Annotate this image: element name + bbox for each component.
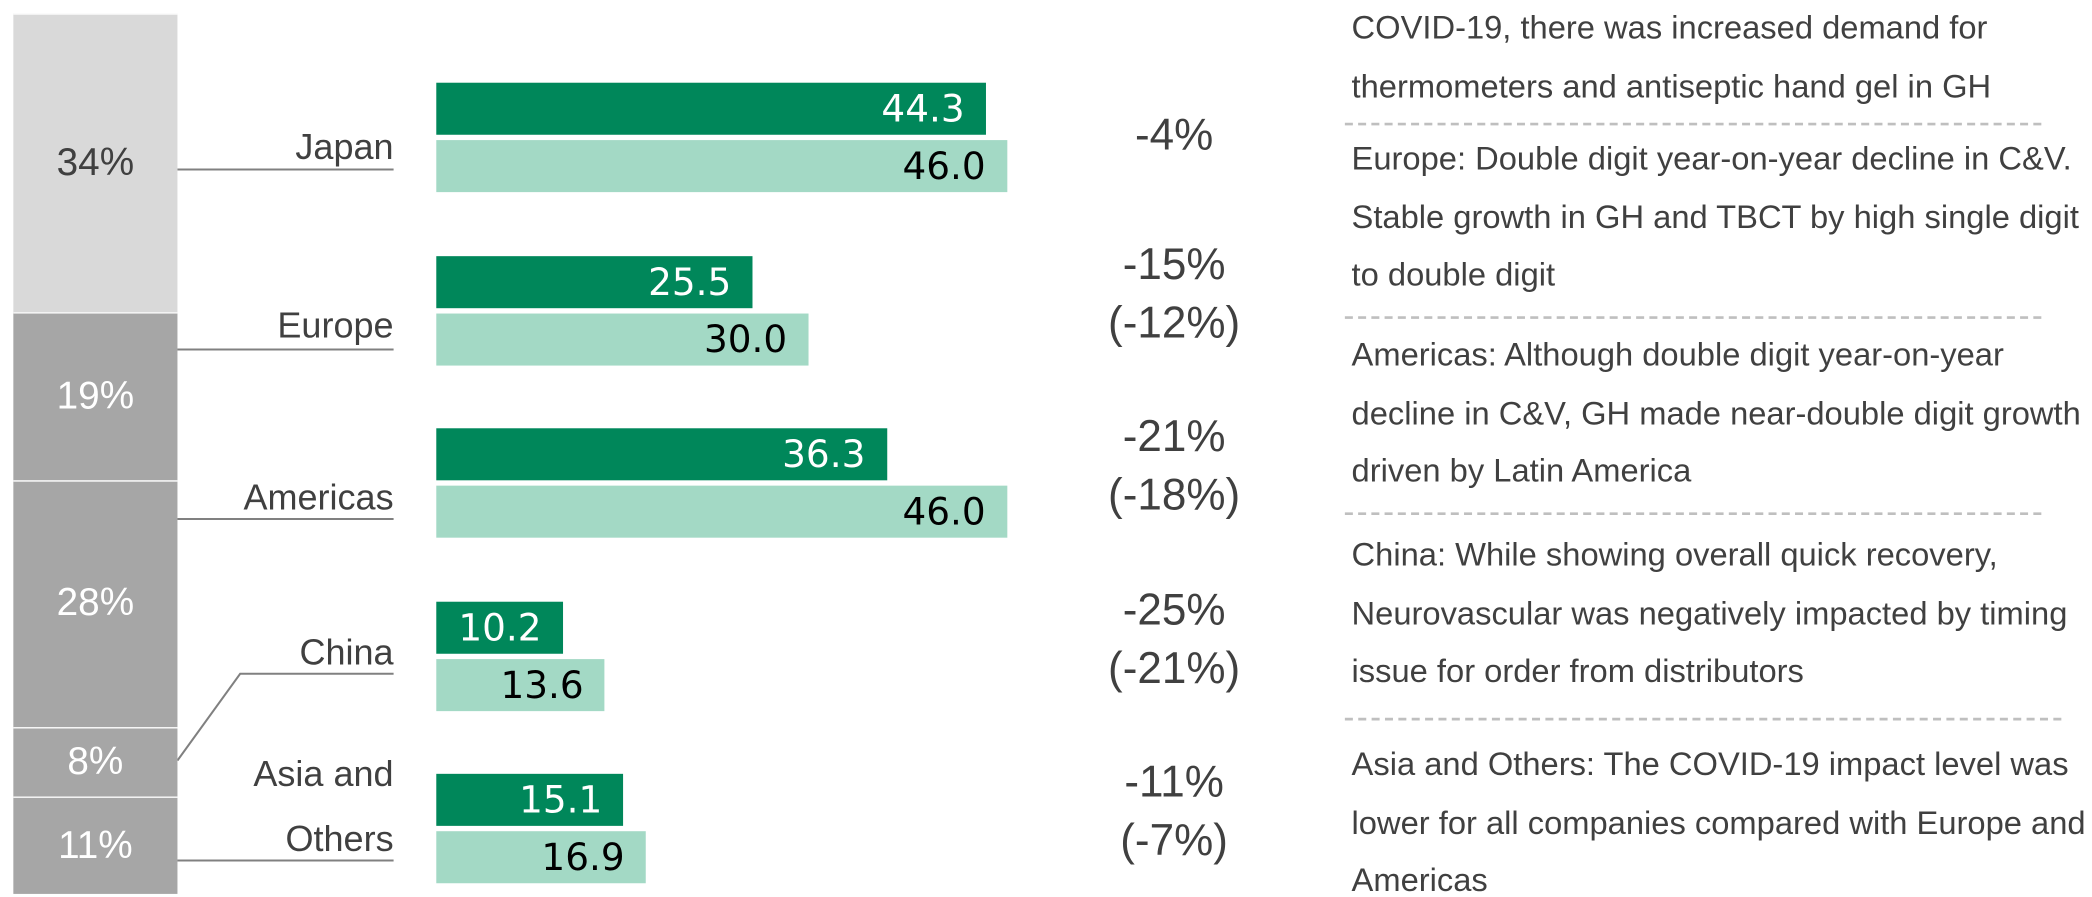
bar: 16.9 (436, 831, 646, 884)
change-label: -25% (1122, 584, 1226, 634)
bar-label: 16.9 (541, 835, 625, 880)
change-label: (-12%) (1108, 297, 1241, 347)
category-label: Japan (295, 126, 394, 167)
change-label: -11% (1124, 756, 1224, 806)
connector (176, 672, 394, 762)
change-label: (-7%) (1120, 815, 1228, 865)
note: Asia and Others: The COVID-19 impact lev… (1351, 747, 2086, 897)
bar-label: 25.5 (648, 260, 732, 305)
bar-label: 46.0 (902, 144, 986, 189)
bar: 10.2 (436, 601, 563, 654)
bar: 36.3 (436, 428, 887, 481)
bar-label: 10.2 (458, 605, 542, 650)
bar-label: 13.6 (500, 663, 584, 708)
category-label: Asia and Others (253, 753, 394, 860)
bar: 46.0 (436, 140, 1008, 193)
bar: 46.0 (436, 485, 1008, 538)
bar: 30.0 (436, 313, 809, 366)
share-label: 8% (67, 740, 124, 784)
separator (1344, 717, 2062, 721)
change-label: -21% (1122, 410, 1226, 461)
separator (1344, 512, 2042, 516)
bar-label: 36.3 (782, 432, 866, 477)
bar-label: 30.0 (703, 317, 788, 362)
bar: 15.1 (436, 773, 624, 826)
change-label: (-18%) (1108, 469, 1241, 520)
bar-label: 15.1 (519, 777, 603, 822)
separator (1344, 122, 2042, 126)
bar-label: 46.0 (902, 489, 986, 534)
share-segment: 19% (13, 312, 178, 481)
share-segment: 34% (13, 13, 178, 313)
note: Europe: Double digit year-on-year declin… (1351, 141, 2079, 294)
category-label: China (299, 632, 394, 673)
change-label: (-21%) (1108, 643, 1241, 693)
change-label: -15% (1122, 238, 1226, 289)
share-label: 28% (56, 581, 135, 625)
share-segment: 28% (13, 480, 178, 727)
note: COVID-19, there was increased demand for… (1351, 10, 1992, 105)
note: Americas: Although double digit year-on-… (1351, 337, 2081, 490)
bar-label: 44.3 (881, 86, 965, 131)
share-label: 11% (58, 824, 133, 867)
category-label: Europe (277, 305, 394, 346)
share-label: 34% (56, 141, 135, 185)
note: China: While showing overall quick recov… (1351, 537, 2068, 690)
share-label: 19% (56, 375, 135, 418)
bar: 44.3 (436, 82, 986, 135)
change-label: -4% (1134, 109, 1214, 159)
separator (1344, 316, 2042, 319)
bar: 25.5 (436, 256, 753, 309)
share-segment: 8% (13, 726, 178, 798)
category-label: Americas (243, 477, 394, 518)
bar: 13.6 (436, 659, 606, 712)
share-segment: 11% (13, 797, 178, 894)
